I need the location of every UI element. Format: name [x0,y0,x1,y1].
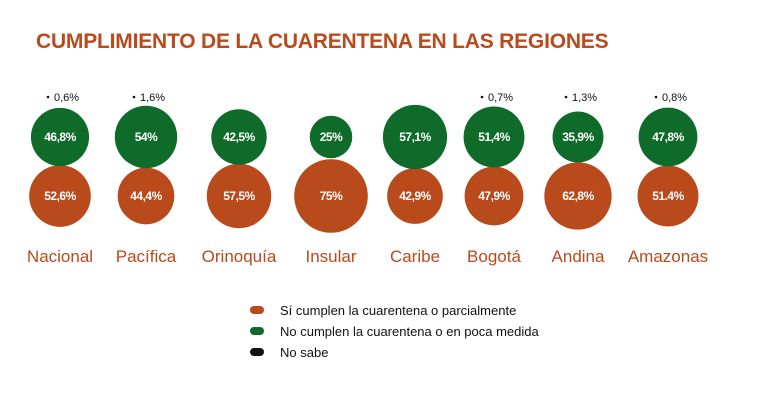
chart-title: CUMPLIMIENTO DE LA CUARENTENA EN LAS REG… [36,30,609,53]
legend-item-cumplen: Sí cumplen la cuarentena o parcialmente [250,300,539,320]
bubble-label-no-sabe-nacional: 0,6% [54,92,79,104]
legend-label-no-cumplen: No cumplen la cuarentena o en poca medid… [280,323,539,339]
category-label-bogota: Bogotá [467,247,521,266]
bubble-label-no-cumplen-bogota: 51,4% [478,130,510,144]
bubble-label-cumplen-andina: 62,8% [562,189,594,203]
bubble-label-no-sabe-bogota: 0,7% [488,92,513,104]
bubble-label-no-cumplen-nacional: 46,8% [44,130,76,144]
category-label-nacional: Nacional [27,247,93,266]
bubble-label-cumplen-pacifica: 44,4% [130,189,162,203]
category-label-amazonas: Amazonas [628,247,708,266]
bubble-no-cumplen-pacifica [114,105,178,169]
bubble-label-no-cumplen-insular: 25% [320,130,343,144]
bubble-label-cumplen-orinoquia: 57,5% [223,189,255,203]
category-label-caribe: Caribe [390,247,440,266]
bubble-label-cumplen-nacional: 52,6% [44,189,76,203]
bubble-no-sabe-andina [564,95,568,99]
bubble-no-cumplen-nacional [30,107,90,167]
category-label-insular: Insular [305,247,356,266]
bubble-no-cumplen-orinoquia [211,109,267,165]
bubble-no-cumplen-amazonas [638,107,698,167]
bubble-label-cumplen-insular: 75% [320,189,343,203]
bubble-label-no-sabe-amazonas: 0,8% [662,92,687,104]
bubble-no-cumplen-bogota [463,106,525,168]
legend-swatch-no-sabe [250,348,264,356]
bubble-no-sabe-bogota [480,95,484,99]
legend-swatch-no-cumplen [250,327,264,335]
legend-label-cumplen: Sí cumplen la cuarentena o parcialmente [280,302,517,318]
bubble-cumplen-insular [294,159,368,233]
bubble-label-cumplen-amazonas: 51.4% [652,189,684,203]
bubble-no-cumplen-caribe [382,104,448,170]
bubble-cumplen-amazonas [637,165,699,227]
bubble-label-cumplen-caribe: 42,9% [399,189,431,203]
category-label-pacifica: Pacífica [116,247,177,266]
legend-label-no-sabe: No sabe [280,344,329,360]
category-label-orinoquia: Orinoquía [202,247,277,266]
bubble-label-cumplen-bogota: 47,9% [478,189,510,203]
bubble-no-cumplen-andina [552,111,604,163]
bubble-cumplen-pacifica [117,167,175,225]
bubble-cumplen-orinoquia [206,163,272,229]
bubble-label-no-cumplen-orinoquia: 42,5% [223,130,255,144]
bubble-cumplen-caribe [387,168,443,224]
bubble-chart: 52,6% 46,8% 0,6% Nacional 44,4% 54% 1,6% Pacífi… [27,92,708,266]
bubble-cumplen-bogota [464,166,524,226]
legend: Sí cumplen la cuarentena o parcialmente … [250,300,539,363]
bubble-label-no-cumplen-andina: 35,9% [562,130,594,144]
legend-item-no-cumplen: No cumplen la cuarentena o en poca medid… [250,321,539,341]
bubble-label-no-sabe-pacifica: 1,6% [140,92,165,104]
bubble-no-sabe-nacional [46,95,50,99]
bubble-no-sabe-amazonas [654,95,658,99]
bubble-no-sabe-pacifica [132,95,136,99]
legend-swatch-cumplen [250,306,264,314]
bubble-label-no-cumplen-caribe: 57,1% [399,130,431,144]
legend-item-no-sabe: No sabe [250,342,539,362]
category-label-andina: Andina [552,247,605,266]
bubble-cumplen-nacional [29,165,91,227]
bubble-cumplen-andina [544,162,612,230]
bubble-label-no-cumplen-pacifica: 54% [135,130,158,144]
bubble-label-no-cumplen-amazonas: 47,8% [652,130,684,144]
bubble-label-no-sabe-andina: 1,3% [572,92,597,104]
bubble-no-cumplen-insular [309,115,353,159]
